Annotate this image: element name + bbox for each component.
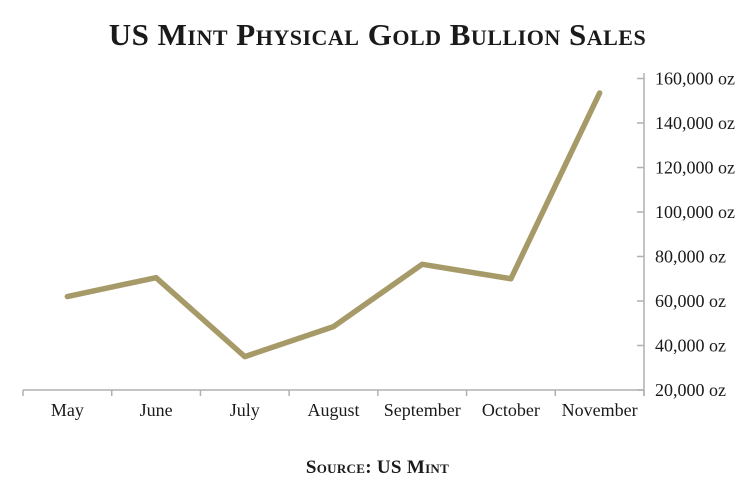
x-axis-label: June — [140, 400, 173, 420]
y-axis-label: 100,000 oz — [655, 202, 735, 222]
x-axis-label: September — [384, 400, 461, 420]
y-axis-label: 40,000 oz — [655, 336, 726, 356]
y-axis-label: 80,000 oz — [655, 247, 726, 267]
y-axis-label: 60,000 oz — [655, 291, 726, 311]
y-axis-label: 20,000 oz — [655, 380, 726, 400]
data-line — [64, 90, 603, 360]
x-axis-label: May — [51, 400, 84, 420]
x-axis-label: October — [482, 400, 540, 420]
y-axis-label: 160,000 oz — [655, 69, 735, 89]
x-axis-label: July — [230, 400, 260, 420]
y-axis-label: 140,000 oz — [655, 113, 735, 133]
y-axis-label: 120,000 oz — [655, 158, 735, 178]
source-caption: Source: US Mint — [305, 457, 450, 478]
chart-title: US Mint Physical Gold Bullion Sales — [108, 17, 647, 52]
x-axis-label: November — [562, 400, 638, 420]
x-axis-label: August — [307, 400, 359, 420]
